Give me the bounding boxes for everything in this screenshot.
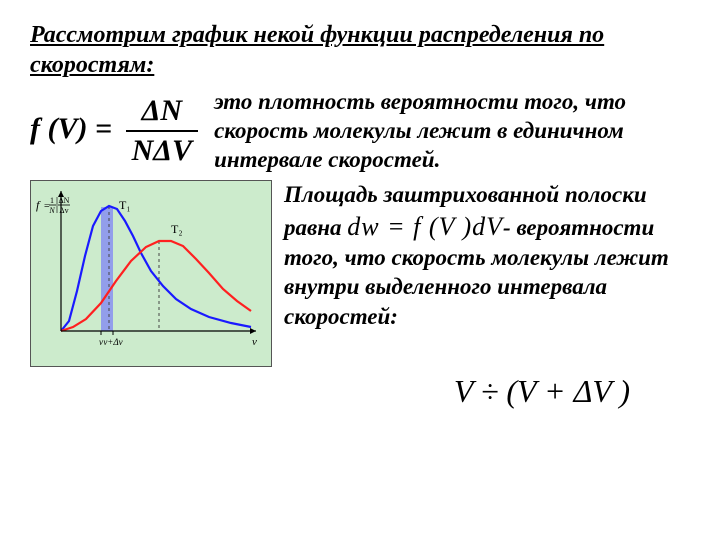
inline-equation: dw = f (V )dV xyxy=(347,212,503,241)
formula-lhs: f (V) = xyxy=(30,112,112,145)
svg-text:1: 1 xyxy=(50,196,54,205)
svg-text:v: v xyxy=(252,336,257,348)
explanation-mid: Площадь заштрихованной полоски равна dw … xyxy=(284,180,690,331)
interval-formula: V ÷ (V + ΔV ) xyxy=(30,373,690,410)
svg-text:T₂: T₂ xyxy=(171,222,183,236)
svg-text:T₁: T₁ xyxy=(119,198,131,212)
page-title: Рассмотрим график некой функции распреде… xyxy=(30,20,690,80)
formula-fraction: ΔN NΔV xyxy=(126,94,198,168)
svg-text:Δv: Δv xyxy=(59,206,68,215)
formula-numerator: ΔN xyxy=(126,94,198,132)
formula-denominator: NΔV xyxy=(126,132,198,168)
distribution-chart: T₁T₂vv+Δvvf=1NΔNΔv xyxy=(30,180,272,367)
main-formula: f (V) = ΔN NΔV xyxy=(30,94,204,168)
svg-text:ΔN: ΔN xyxy=(59,196,70,205)
svg-text:N: N xyxy=(48,206,55,215)
svg-text:v+Δv: v+Δv xyxy=(103,337,122,347)
explanation-top: это плотность вероятности того, что скор… xyxy=(214,88,690,174)
